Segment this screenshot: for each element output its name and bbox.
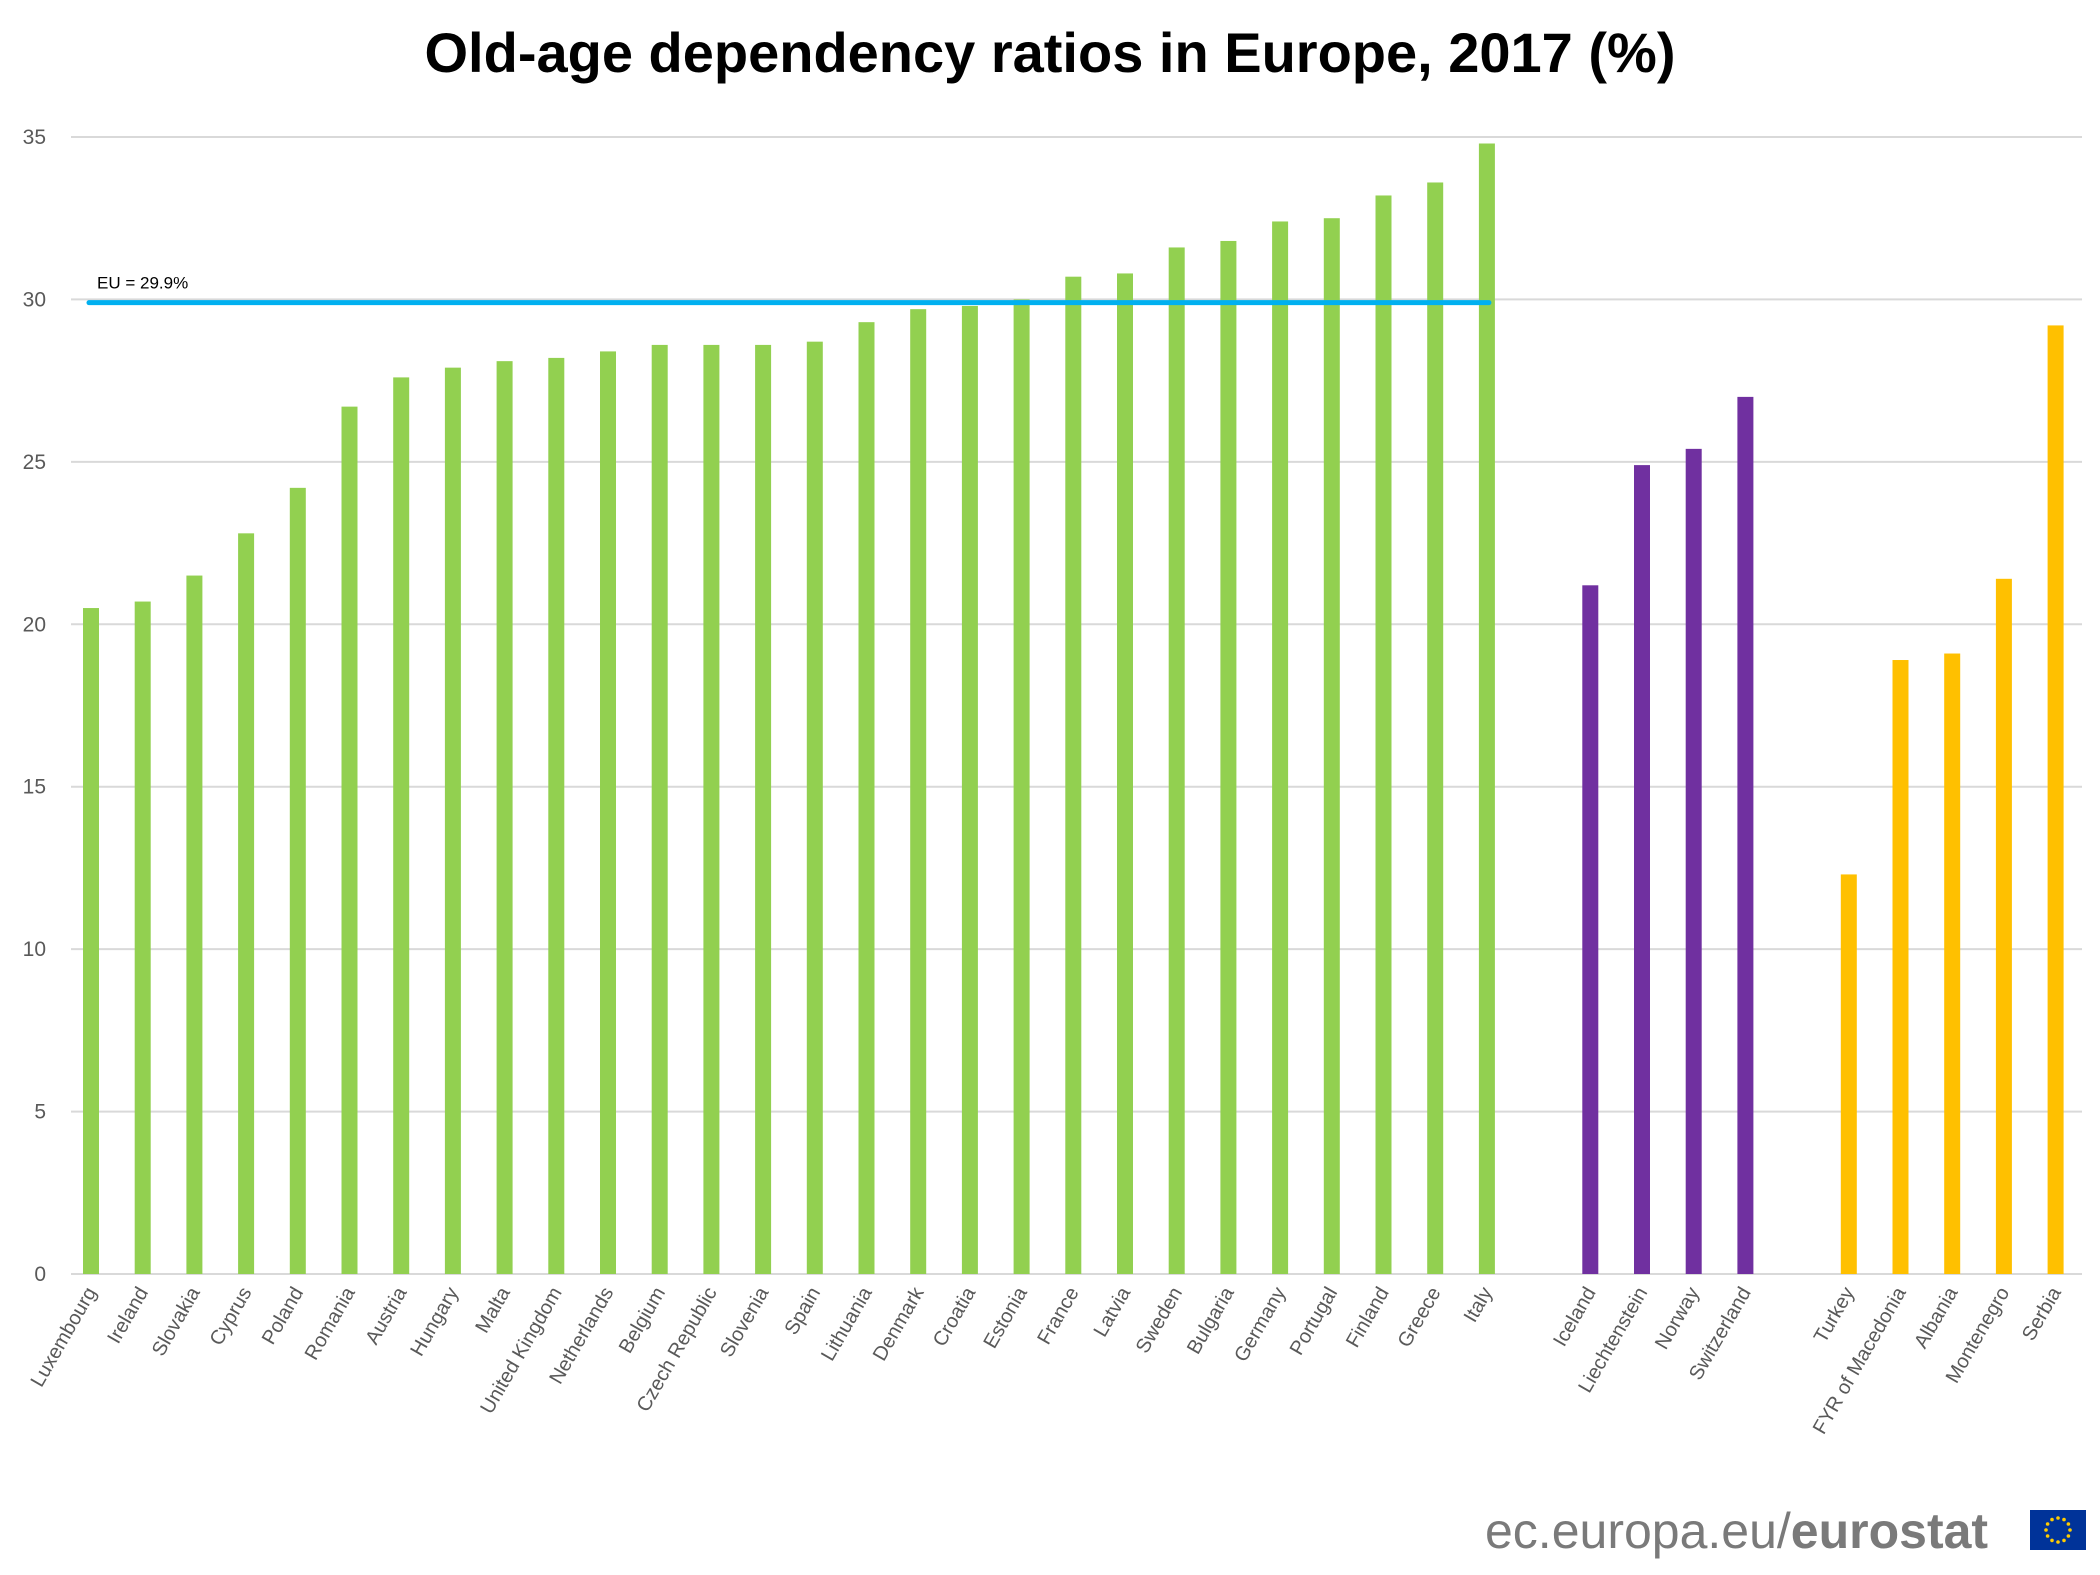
bar <box>2047 325 2064 1275</box>
bar <box>651 344 668 1274</box>
x-tick-label: Portugal <box>1286 1284 1342 1360</box>
eu-flag-icon <box>2030 1510 2086 1550</box>
x-tick-label: Germany <box>1230 1284 1290 1366</box>
bar <box>1323 218 1340 1275</box>
x-tick-label: Poland <box>258 1284 308 1349</box>
y-tick-label: 20 <box>23 613 46 636</box>
bar <box>961 305 978 1274</box>
bar <box>1065 276 1082 1274</box>
bar <box>186 575 203 1274</box>
bar <box>1427 182 1444 1275</box>
bar <box>1995 578 2012 1274</box>
x-tick-label: Luxembourg <box>27 1284 102 1391</box>
bar <box>496 361 513 1274</box>
x-tick-label: Ireland <box>103 1284 153 1348</box>
gridlines: 0 5 10 15 20 25 30 35 <box>23 126 2082 1286</box>
x-tick-label: Estonia <box>980 1283 1033 1353</box>
x-tick-label: France <box>1033 1284 1083 1349</box>
bar <box>238 533 255 1274</box>
y-tick-label: 30 <box>23 288 46 311</box>
y-tick-label: 10 <box>23 938 46 961</box>
bar <box>1168 247 1185 1275</box>
x-tick-label: Finland <box>1342 1284 1394 1352</box>
y-tick-label: 15 <box>23 776 46 799</box>
y-tick-label: 35 <box>23 126 46 149</box>
bar <box>755 344 772 1274</box>
x-tick-label: Latvia <box>1090 1283 1136 1341</box>
bar <box>1840 874 1857 1274</box>
x-tick-label: Iceland <box>1549 1284 1600 1351</box>
eu-average-line: EU = 29.9% <box>86 274 1492 306</box>
bar <box>1582 585 1599 1274</box>
bar <box>548 357 565 1275</box>
bar <box>444 367 461 1274</box>
bar <box>134 601 151 1274</box>
x-tick-label: Greece <box>1394 1284 1446 1352</box>
x-tick-label: Belgium <box>615 1284 670 1358</box>
bar <box>600 351 616 1274</box>
bars <box>83 143 2064 1275</box>
x-tick-label: Hungary <box>406 1284 463 1360</box>
x-tick-label: Albania <box>1910 1283 1963 1353</box>
x-tick-label: Norway <box>1651 1284 1704 1354</box>
x-tick-label: Sweden <box>1132 1284 1187 1358</box>
bar <box>1375 195 1392 1275</box>
bar <box>1013 299 1030 1274</box>
x-tick-label: Lithuania <box>817 1283 877 1365</box>
bar <box>1478 143 1495 1274</box>
x-tick-label: Denmark <box>869 1283 929 1365</box>
bar <box>1892 660 1909 1274</box>
x-tick-label: Turkey <box>1810 1284 1859 1347</box>
bar <box>910 309 927 1274</box>
bar <box>1117 273 1133 1274</box>
bar <box>289 487 306 1274</box>
chart-title: Old-age dependency ratios in Europe, 201… <box>425 21 1676 84</box>
bar <box>1685 448 1702 1274</box>
bar <box>858 322 875 1274</box>
bar <box>1272 221 1289 1274</box>
x-tick-label: Slovakia <box>148 1283 205 1360</box>
svg-text:ec.europa.eu/eurostat: ec.europa.eu/eurostat <box>1485 1503 1988 1559</box>
bar <box>393 377 410 1274</box>
x-tick-label: Croatia <box>929 1283 981 1351</box>
x-tick-label: Cyprus <box>206 1284 257 1350</box>
footer-brand: eurostat <box>1791 1503 1989 1559</box>
x-tick-label: Romania <box>301 1283 361 1364</box>
bar <box>341 406 358 1274</box>
x-tick-label: Bulgaria <box>1183 1283 1239 1358</box>
x-tick-label: Italy <box>1460 1284 1497 1327</box>
y-tick-label: 25 <box>23 451 46 474</box>
bar <box>1737 396 1754 1274</box>
footer: ec.europa.eu/eurostat <box>1485 1503 2086 1559</box>
footer-site: ec.europa.eu/ <box>1485 1503 1791 1559</box>
x-tick-label: Slovenia <box>716 1283 774 1361</box>
bar <box>1634 465 1650 1274</box>
bar <box>1220 240 1237 1274</box>
eu-average-label: EU = 29.9% <box>97 274 188 293</box>
bar <box>1944 653 1961 1274</box>
bar <box>83 608 99 1274</box>
bar <box>703 344 720 1274</box>
x-tick-label: FYR of Macedonia <box>1809 1283 1911 1438</box>
x-tick-label: Spain <box>780 1284 825 1339</box>
bar <box>806 341 823 1274</box>
x-tick-label: Austria <box>361 1283 412 1349</box>
y-tick-label: 5 <box>34 1101 46 1124</box>
x-tick-label: Malta <box>471 1283 515 1337</box>
y-tick-label: 0 <box>34 1263 46 1286</box>
x-tick-label: Serbia <box>2018 1283 2066 1345</box>
